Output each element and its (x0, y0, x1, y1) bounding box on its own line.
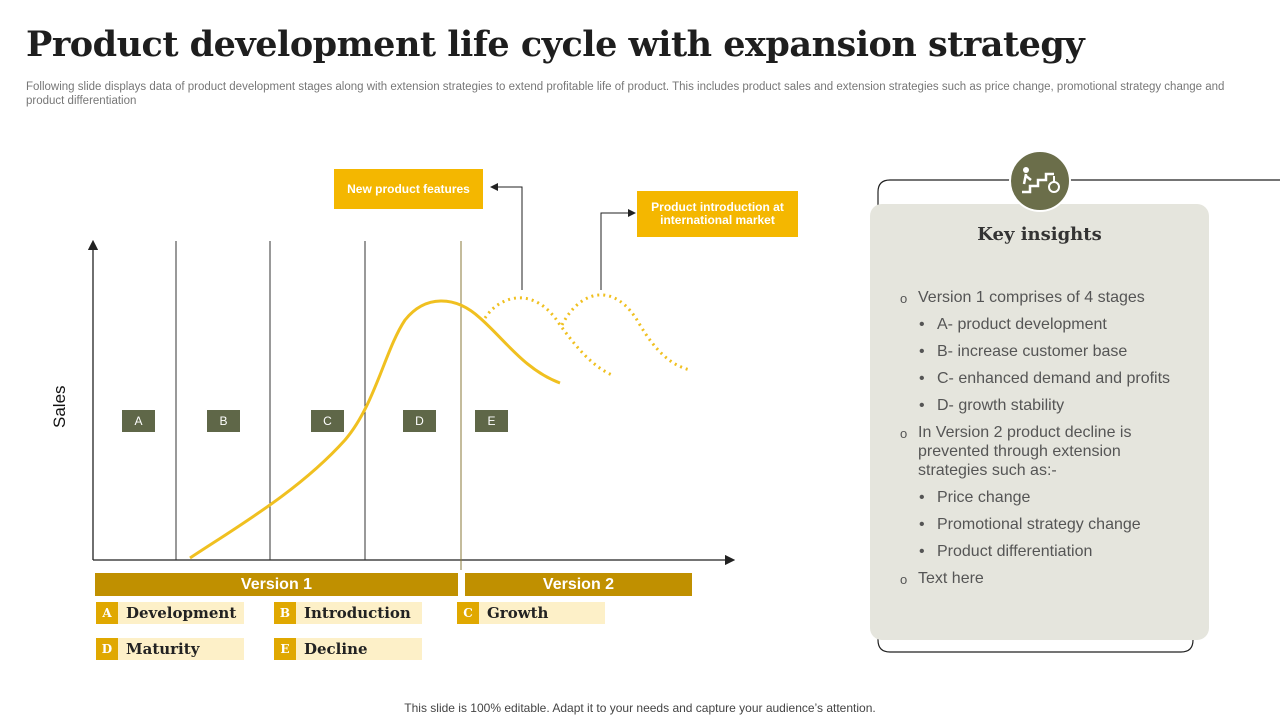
insight-subitem: Promotional strategy change (900, 515, 1190, 534)
footer: This slide is 100% editable. Adapt it to… (404, 701, 876, 715)
legend-item: B Introduction (274, 602, 422, 624)
legend-label: Decline (296, 638, 422, 660)
axis-label: Sales (50, 385, 69, 428)
stage-box: B (207, 410, 240, 432)
version-bar: Version 1 (95, 573, 458, 596)
callout-arrow (490, 183, 523, 290)
insight-item: Text here (900, 569, 1190, 589)
callout: Product introduction at international ma… (637, 191, 798, 237)
legend-label: Maturity (118, 638, 244, 660)
legend-letter: B (274, 602, 296, 624)
subtitle: Following slide displays data of product… (26, 81, 1225, 107)
legend-letter: C (457, 602, 479, 624)
legend-letter: D (96, 638, 118, 660)
callout: New product features (334, 169, 483, 209)
legend-letter: A (96, 602, 118, 624)
title: Product development life cycle with expa… (26, 24, 1085, 65)
legend-item: E Decline (274, 638, 422, 660)
insights-title: Key insights (977, 224, 1102, 245)
panel-outline (877, 179, 1280, 653)
callout-arrow (600, 209, 636, 290)
version-bar: Version 2 (465, 573, 692, 596)
stage-box: C (311, 410, 344, 432)
insight-subitem: Product differentiation (900, 542, 1190, 561)
legend-label: Introduction (296, 602, 422, 624)
legend-label: Growth (479, 602, 605, 624)
insight-subitem: B- increase customer base (900, 342, 1190, 361)
legend-label: Development (118, 602, 244, 624)
stage-dividers (175, 241, 462, 570)
insight-subitem: A- product development (900, 315, 1190, 334)
insights-panel (870, 204, 1209, 640)
legend-letter: E (274, 638, 296, 660)
insight-item: In Version 2 product decline is prevente… (900, 423, 1190, 480)
insight-subitem: Price change (900, 488, 1190, 507)
stage-box: A (122, 410, 155, 432)
version3-curve (560, 293, 691, 372)
legend-item: A Development (96, 602, 244, 624)
legend-item: D Maturity (96, 638, 244, 660)
version1-curve (189, 299, 561, 560)
stage-box: E (475, 410, 508, 432)
insights-list: Version 1 comprises of 4 stages A- produc… (900, 288, 1190, 596)
version2-curve (483, 296, 613, 377)
icon (1009, 150, 1071, 212)
stage-box: D (403, 410, 436, 432)
legend-item: C Growth (457, 602, 605, 624)
insight-subitem: D- growth stability (900, 396, 1190, 415)
insight-subitem: C- enhanced demand and profits (900, 369, 1190, 388)
insight-item: Version 1 comprises of 4 stages (900, 288, 1190, 308)
